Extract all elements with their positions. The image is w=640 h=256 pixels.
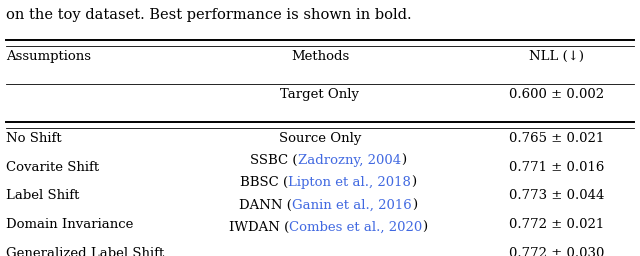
Text: Combes et al., 2020: Combes et al., 2020 (289, 221, 422, 233)
Text: Lipton et al., 2018: Lipton et al., 2018 (288, 176, 411, 189)
Text: 0.600 ± 0.002: 0.600 ± 0.002 (509, 88, 604, 101)
Text: Label Shift: Label Shift (6, 189, 80, 202)
Text: Methods: Methods (291, 50, 349, 63)
Text: NLL (↓): NLL (↓) (529, 50, 584, 63)
Text: Domain Invariance: Domain Invariance (6, 218, 134, 231)
Text: No Shift: No Shift (6, 132, 62, 145)
Text: Zadrozny, 2004: Zadrozny, 2004 (298, 154, 401, 167)
Text: Source Only: Source Only (279, 132, 361, 145)
Text: 0.772 ± 0.021: 0.772 ± 0.021 (509, 218, 604, 231)
Text: 0.771 ± 0.016: 0.771 ± 0.016 (509, 161, 605, 174)
Text: Target Only: Target Only (280, 88, 360, 101)
Text: on the toy dataset. Best performance is shown in bold.: on the toy dataset. Best performance is … (6, 8, 412, 22)
Text: DANN (: DANN ( (239, 198, 292, 211)
Text: BBSC (: BBSC ( (240, 176, 288, 189)
Text: Ganin et al., 2016: Ganin et al., 2016 (292, 198, 412, 211)
Text: 0.772 ± 0.030: 0.772 ± 0.030 (509, 247, 605, 256)
Text: ): ) (412, 198, 417, 211)
Text: SSBC (: SSBC ( (250, 154, 298, 167)
Text: ): ) (422, 221, 428, 233)
Text: ): ) (401, 154, 406, 167)
Text: Covarite Shift: Covarite Shift (6, 161, 100, 174)
Text: ): ) (411, 176, 416, 189)
Text: 0.765 ± 0.021: 0.765 ± 0.021 (509, 132, 604, 145)
Text: Assumptions: Assumptions (6, 50, 92, 63)
Text: 0.773 ± 0.044: 0.773 ± 0.044 (509, 189, 605, 202)
Text: Generalized Label Shift: Generalized Label Shift (6, 247, 164, 256)
Text: IWDAN (: IWDAN ( (228, 221, 289, 233)
